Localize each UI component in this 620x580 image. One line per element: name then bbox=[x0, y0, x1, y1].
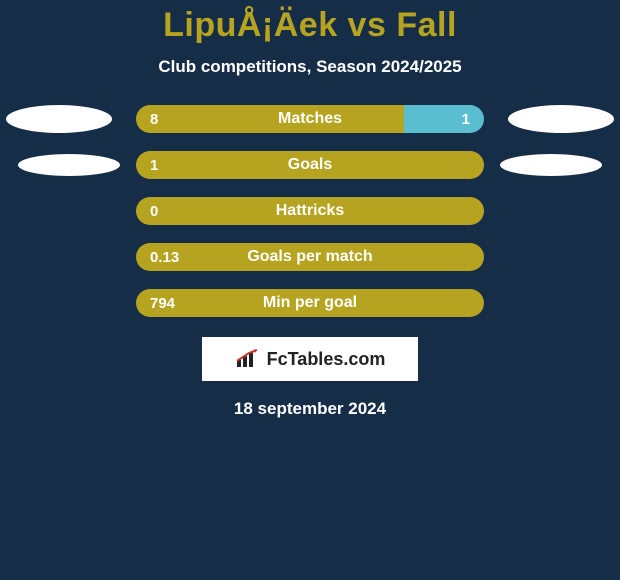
bar-right-value: 1 bbox=[448, 105, 484, 133]
stat-bar: 794Min per goal bbox=[136, 289, 484, 317]
player-right-ellipse bbox=[500, 154, 602, 176]
bar-left-value: 794 bbox=[136, 289, 189, 317]
page-title: LipuÅ¡Äek vs Fall bbox=[0, 0, 620, 51]
chart-icon bbox=[235, 349, 261, 369]
stat-bar: 0Hattricks bbox=[136, 197, 484, 225]
bar-left-value: 8 bbox=[136, 105, 172, 133]
stat-row: 0Hattricks bbox=[0, 197, 620, 225]
stat-row: 81Matches bbox=[0, 105, 620, 133]
stat-row: 0.13Goals per match bbox=[0, 243, 620, 271]
stat-bar: 1Goals bbox=[136, 151, 484, 179]
bar-left-fill bbox=[136, 105, 404, 133]
comparison-infographic: LipuÅ¡Äek vs Fall Club competitions, Sea… bbox=[0, 0, 620, 580]
stat-row: 1Goals bbox=[0, 151, 620, 179]
player-left-ellipse bbox=[18, 154, 120, 176]
page-subtitle: Club competitions, Season 2024/2025 bbox=[0, 57, 620, 77]
logo-text: FcTables.com bbox=[267, 349, 386, 370]
logo-container: FcTables.com bbox=[0, 337, 620, 381]
stat-row: 794Min per goal bbox=[0, 289, 620, 317]
stat-rows: 81Matches1Goals0Hattricks0.13Goals per m… bbox=[0, 105, 620, 317]
bar-left-value: 1 bbox=[136, 151, 172, 179]
bar-left-value: 0.13 bbox=[136, 243, 193, 271]
fctables-logo: FcTables.com bbox=[202, 337, 418, 381]
bar-left-value: 0 bbox=[136, 197, 172, 225]
snapshot-date: 18 september 2024 bbox=[0, 399, 620, 419]
stat-bar: 81Matches bbox=[136, 105, 484, 133]
bar-left-fill bbox=[136, 151, 484, 179]
bar-left-fill bbox=[136, 197, 484, 225]
stat-bar: 0.13Goals per match bbox=[136, 243, 484, 271]
player-left-ellipse bbox=[6, 105, 112, 133]
player-right-ellipse bbox=[508, 105, 614, 133]
